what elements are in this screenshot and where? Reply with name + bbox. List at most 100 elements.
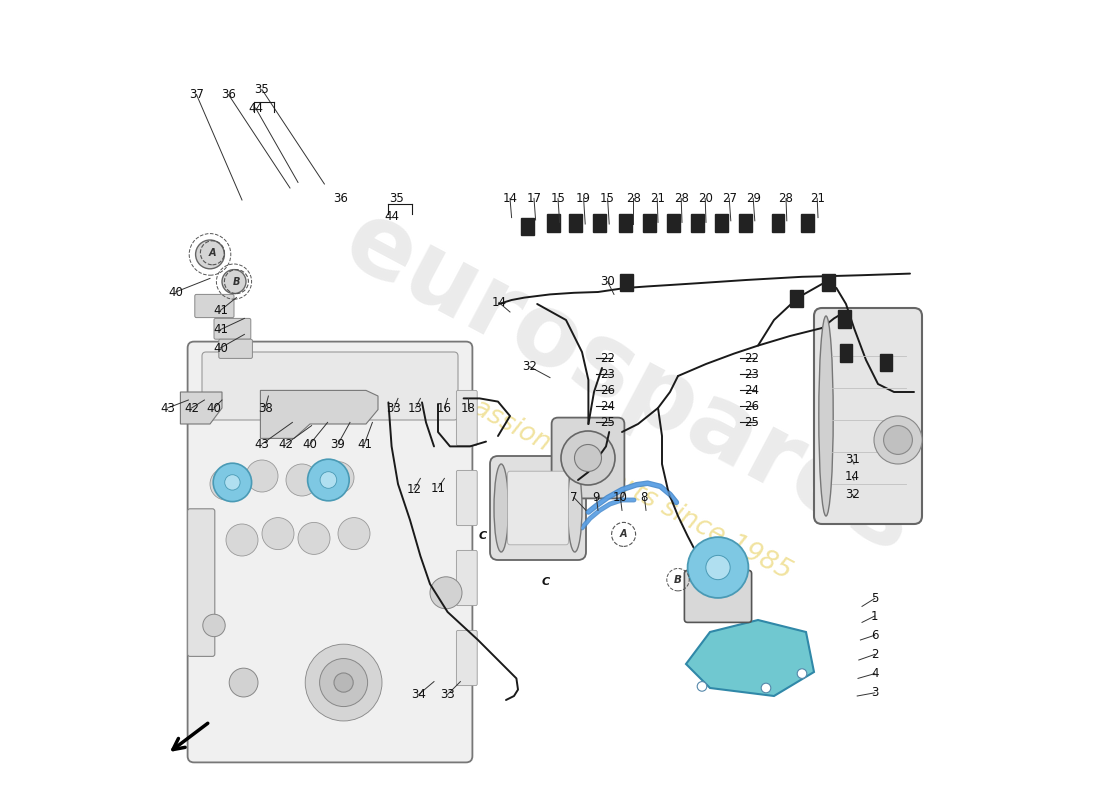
Text: 35: 35: [254, 83, 270, 96]
Text: 33: 33: [386, 402, 402, 414]
Polygon shape: [180, 392, 222, 424]
Text: A: A: [619, 530, 627, 539]
Bar: [822, 274, 835, 291]
Text: 28: 28: [674, 192, 689, 205]
Circle shape: [338, 518, 370, 550]
Bar: [691, 214, 704, 232]
Text: A: A: [209, 248, 216, 258]
Text: C: C: [478, 531, 487, 541]
FancyBboxPatch shape: [456, 470, 477, 526]
Text: 19: 19: [576, 192, 591, 205]
Text: 9: 9: [593, 491, 601, 504]
FancyBboxPatch shape: [195, 294, 234, 318]
Text: 18: 18: [461, 402, 476, 414]
Text: 27: 27: [722, 192, 737, 205]
Text: 8: 8: [640, 491, 648, 504]
Text: 40: 40: [213, 342, 228, 354]
Ellipse shape: [494, 464, 508, 552]
Text: B: B: [233, 277, 240, 286]
Text: 44: 44: [249, 102, 263, 114]
FancyBboxPatch shape: [188, 509, 214, 656]
Circle shape: [430, 577, 462, 609]
FancyBboxPatch shape: [684, 570, 751, 622]
Ellipse shape: [818, 316, 833, 516]
FancyBboxPatch shape: [490, 456, 586, 560]
Text: 36: 36: [221, 88, 235, 101]
FancyBboxPatch shape: [551, 418, 625, 498]
Circle shape: [761, 683, 771, 693]
Text: 17: 17: [527, 192, 541, 205]
Circle shape: [334, 673, 353, 692]
Bar: [593, 214, 606, 232]
FancyBboxPatch shape: [456, 390, 477, 446]
Bar: [667, 214, 680, 232]
Circle shape: [196, 240, 224, 269]
Text: 39: 39: [331, 438, 345, 450]
Text: 25: 25: [601, 416, 615, 429]
Bar: [569, 214, 582, 232]
Text: 41: 41: [213, 304, 228, 317]
Text: 36: 36: [333, 192, 348, 205]
Text: 21: 21: [650, 192, 664, 205]
Circle shape: [262, 518, 294, 550]
Text: 22: 22: [601, 352, 615, 365]
Bar: [771, 214, 784, 232]
Text: C: C: [541, 578, 549, 587]
Text: 14: 14: [492, 296, 506, 309]
Text: 42: 42: [278, 438, 294, 450]
FancyBboxPatch shape: [507, 471, 569, 545]
Circle shape: [883, 426, 912, 454]
Circle shape: [798, 669, 806, 678]
FancyBboxPatch shape: [814, 308, 922, 524]
FancyBboxPatch shape: [188, 342, 472, 762]
FancyBboxPatch shape: [456, 550, 477, 606]
Circle shape: [322, 462, 354, 494]
Text: 21: 21: [810, 192, 825, 205]
Bar: [715, 214, 727, 232]
Circle shape: [688, 537, 748, 598]
Text: 22: 22: [744, 352, 759, 365]
Bar: [801, 214, 814, 232]
Text: 44: 44: [384, 210, 399, 222]
Bar: [619, 214, 631, 232]
Text: 32: 32: [845, 488, 860, 501]
Text: 26: 26: [601, 384, 615, 397]
Text: 26: 26: [744, 400, 759, 413]
Text: 14: 14: [503, 192, 517, 205]
Circle shape: [320, 472, 337, 488]
Text: 7: 7: [570, 491, 578, 504]
Bar: [521, 218, 534, 235]
Text: 28: 28: [779, 192, 793, 205]
Circle shape: [246, 460, 278, 492]
Text: 42: 42: [184, 402, 199, 414]
FancyBboxPatch shape: [219, 339, 252, 358]
Text: 34: 34: [411, 688, 426, 701]
Text: 23: 23: [745, 368, 759, 381]
Text: 25: 25: [745, 416, 759, 429]
Text: B: B: [674, 574, 682, 585]
Text: 32: 32: [521, 360, 537, 373]
Text: a passion for parts since 1985: a passion for parts since 1985: [432, 375, 796, 585]
Circle shape: [286, 464, 318, 496]
Text: 4: 4: [871, 667, 879, 680]
Text: 2: 2: [871, 648, 879, 661]
Text: 31: 31: [845, 454, 860, 466]
Circle shape: [226, 524, 258, 556]
Ellipse shape: [568, 464, 582, 552]
Text: 14: 14: [845, 470, 860, 483]
Bar: [839, 344, 853, 362]
Text: eurospares: eurospares: [328, 193, 932, 575]
Circle shape: [697, 682, 707, 691]
Polygon shape: [261, 390, 378, 438]
FancyBboxPatch shape: [202, 352, 458, 420]
Text: 40: 40: [302, 438, 318, 450]
Circle shape: [298, 522, 330, 554]
Text: 29: 29: [746, 192, 761, 205]
Circle shape: [320, 658, 367, 706]
Text: 12: 12: [407, 483, 421, 496]
Circle shape: [574, 445, 602, 471]
Text: 15: 15: [601, 192, 615, 205]
Circle shape: [706, 555, 730, 580]
Text: 43: 43: [254, 438, 270, 450]
FancyBboxPatch shape: [214, 318, 251, 339]
